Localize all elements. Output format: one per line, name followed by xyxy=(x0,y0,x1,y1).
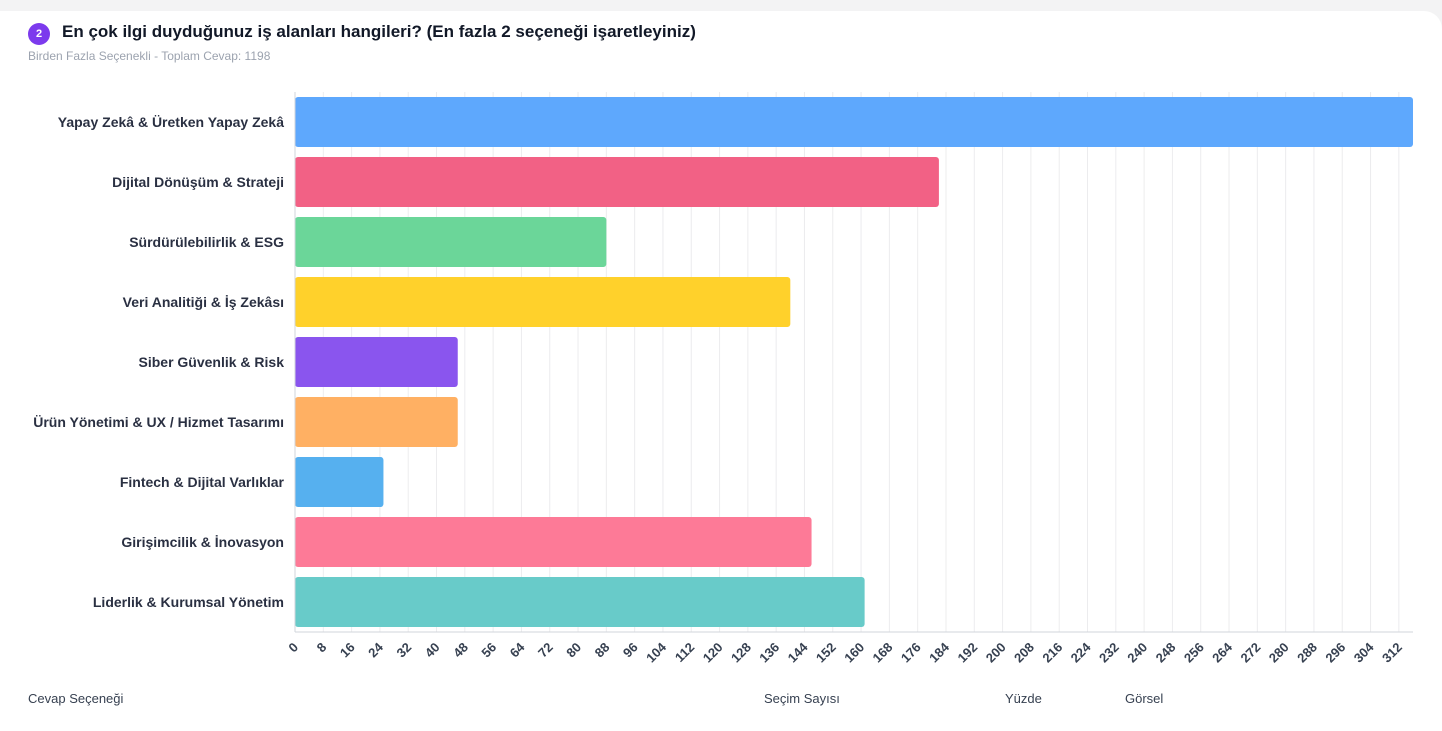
x-tick-label: 304 xyxy=(1351,639,1377,665)
x-tick-label: 80 xyxy=(563,640,584,661)
x-tick-label: 0 xyxy=(285,640,301,656)
header-answer-option[interactable]: Cevap Seçeneği xyxy=(28,691,124,706)
x-tick-label: 288 xyxy=(1294,640,1320,666)
bar xyxy=(295,217,607,267)
x-tick-label: 72 xyxy=(535,640,556,661)
bar xyxy=(295,157,939,207)
x-tick-label: 48 xyxy=(450,640,471,661)
x-tick-label: 120 xyxy=(700,640,726,666)
bar xyxy=(295,517,812,567)
x-tick-label: 312 xyxy=(1379,640,1405,666)
x-tick-label: 16 xyxy=(337,640,358,661)
bar xyxy=(295,577,865,627)
bar xyxy=(295,397,458,447)
x-tick-label: 144 xyxy=(785,639,811,665)
x-tick-label: 40 xyxy=(422,640,443,661)
x-tick-label: 240 xyxy=(1124,640,1150,666)
x-tick-label: 136 xyxy=(756,640,782,666)
category-label: Fintech & Dijital Varlıklar xyxy=(120,474,285,490)
category-label: Veri Analitiği & İş Zekâsı xyxy=(123,294,284,310)
x-tick-label: 192 xyxy=(954,640,980,666)
bar xyxy=(295,457,384,507)
x-tick-label: 32 xyxy=(393,640,414,661)
x-tick-label: 128 xyxy=(728,640,754,666)
category-label: Girişimcilik & İnovasyon xyxy=(121,534,284,550)
x-tick-label: 208 xyxy=(1011,640,1037,666)
category-label: Yapay Zekâ & Üretken Yapay Zekâ xyxy=(58,114,284,130)
x-tick-label: 216 xyxy=(1039,640,1065,666)
x-tick-label: 24 xyxy=(365,639,386,660)
x-tick-label: 296 xyxy=(1322,640,1348,666)
x-tick-label: 248 xyxy=(1153,640,1179,666)
category-label: Liderlik & Kurumsal Yönetim xyxy=(93,594,284,610)
x-tick-label: 8 xyxy=(314,640,330,656)
x-tick-label: 232 xyxy=(1096,640,1122,666)
x-tick-label: 88 xyxy=(592,640,613,661)
question-subtitle: Birden Fazla Seçenekli - Toplam Cevap: 1… xyxy=(28,49,270,63)
category-label: Dijital Dönüşüm & Strateji xyxy=(112,174,284,190)
subtitle-separator: - xyxy=(150,49,162,63)
x-tick-label: 224 xyxy=(1068,639,1094,665)
x-tick-label: 152 xyxy=(813,640,839,666)
x-tick-label: 56 xyxy=(478,640,499,661)
x-tick-label: 96 xyxy=(620,640,641,661)
x-tick-label: 64 xyxy=(507,639,528,660)
x-tick-label: 176 xyxy=(898,640,924,666)
question-type: Birden Fazla Seçenekli xyxy=(28,49,151,63)
x-tick-label: 112 xyxy=(672,640,697,665)
category-label: Siber Güvenlik & Risk xyxy=(139,354,285,370)
bar xyxy=(295,337,458,387)
x-tick-label: 280 xyxy=(1266,640,1292,666)
x-tick-label: 272 xyxy=(1237,640,1263,666)
x-tick-label: 200 xyxy=(983,640,1009,666)
total-responses: Toplam Cevap: 1198 xyxy=(161,49,271,63)
header-selection-count[interactable]: Seçim Sayısı xyxy=(764,691,840,706)
x-tick-label: 168 xyxy=(870,640,896,666)
x-tick-label: 184 xyxy=(926,639,952,665)
question-title: En çok ilgi duyduğunuz iş alanları hangi… xyxy=(62,22,696,41)
x-tick-label: 104 xyxy=(643,639,669,665)
category-label: Ürün Yönetimi & UX / Hizmet Tasarımı xyxy=(33,414,284,430)
x-tick-label: 160 xyxy=(841,640,867,666)
header-percentage[interactable]: Yüzde xyxy=(1005,691,1042,706)
x-tick-label: 256 xyxy=(1181,640,1207,666)
bar xyxy=(295,97,1413,147)
header-visual[interactable]: Görsel xyxy=(1125,691,1164,706)
bar xyxy=(295,277,791,327)
x-tick-label: 264 xyxy=(1209,639,1235,665)
question-number-badge: 2 xyxy=(28,23,50,45)
category-label: Sürdürülebilirlik & ESG xyxy=(129,234,284,250)
